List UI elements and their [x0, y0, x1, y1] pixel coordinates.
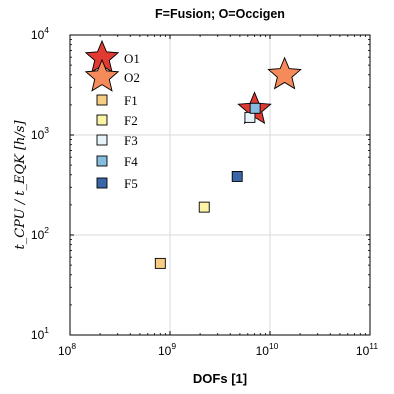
x-tick-label: 1011: [356, 341, 378, 358]
chart-title: F=Fusion; O=Occigen: [155, 7, 285, 21]
point-f4: [249, 102, 261, 114]
legend-marker-o2: [84, 58, 120, 92]
legend-label-f4: F4: [124, 154, 138, 169]
x-tick-label: 108: [58, 341, 76, 358]
legend-marker-f2: [96, 114, 108, 126]
x-axis-label: DOFs [1]: [193, 371, 247, 386]
plot-frame: [69, 34, 371, 336]
plot-area: [70, 35, 370, 335]
legend-label-o2: O2: [124, 70, 140, 85]
point-o2: [267, 56, 302, 90]
data-points: [154, 56, 302, 269]
legend: O1 O2 F1 F2 F3 F4 F5: [84, 39, 140, 191]
y-tick-label: 101: [31, 325, 49, 342]
x-tick-label: 1010: [256, 341, 279, 358]
legend-marker-f3: [96, 134, 108, 146]
x-tick-label: 109: [158, 341, 176, 358]
legend-label-f2: F2: [124, 113, 138, 128]
legend-marker-f5: [96, 177, 108, 189]
legend-label-f1: F1: [124, 93, 138, 108]
y-axis-label: t_CPU / t_EQK [h/s]: [13, 120, 28, 250]
point-f5: [231, 171, 243, 182]
y-tick-label: 103: [31, 125, 49, 142]
legend-label-o1: O1: [124, 51, 140, 66]
legend-marker-f4: [96, 155, 108, 167]
axis-ticks: 108 109 1010 1011 101 102 103 104: [31, 25, 378, 358]
y-tick-label: 102: [31, 225, 49, 242]
grid: [70, 35, 370, 335]
legend-marker-f1: [96, 94, 108, 106]
point-f3: [244, 111, 256, 123]
point-f2: [198, 201, 210, 213]
point-f1: [154, 257, 166, 269]
legend-label-f3: F3: [124, 133, 138, 148]
legend-label-f5: F5: [124, 176, 138, 191]
y-tick-label: 104: [31, 25, 49, 42]
